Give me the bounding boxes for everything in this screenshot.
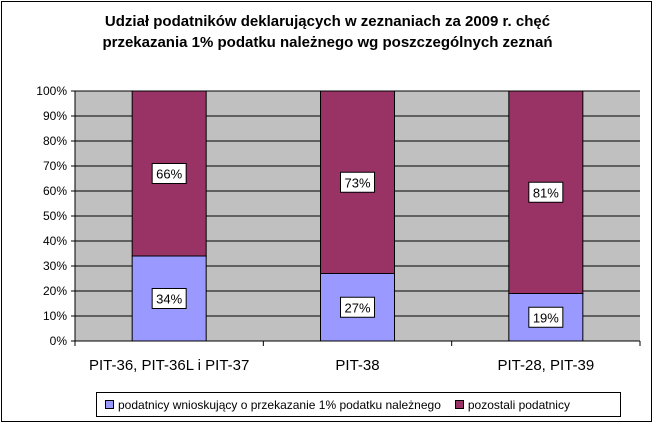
data-label: 19% [533, 310, 559, 325]
data-label: 81% [533, 185, 559, 200]
legend-item-requesting: podatnicy wnioskujący o przekazanie 1% p… [105, 398, 441, 412]
x-category-label: PIT-36, PIT-36L i PIT-37 [89, 357, 249, 374]
y-tick-label: 50% [43, 209, 67, 223]
data-label: 34% [156, 292, 182, 307]
legend-swatch-other [454, 400, 464, 409]
legend-swatch-requesting [105, 400, 114, 409]
data-label-box [340, 296, 375, 318]
data-label: 66% [156, 167, 182, 182]
x-category-label: PIT-28, PIT-39 [497, 357, 594, 374]
data-label-box [528, 306, 564, 328]
chart-legend: podatnicy wnioskujący o przekazanie 1% p… [96, 392, 621, 417]
data-label: 27% [344, 300, 370, 315]
legend-label-other: pozostali podatnicy [467, 397, 570, 412]
data-label-box [151, 163, 187, 184]
y-tick-label: 20% [43, 284, 67, 298]
y-tick-label: 10% [43, 309, 67, 323]
y-tick-label: 40% [43, 234, 67, 248]
y-tick-label: 0% [50, 334, 68, 348]
y-tick-label: 30% [43, 259, 67, 273]
data-label-box [151, 288, 187, 309]
chart-title-line-1: Udział podatników deklarujących w zeznan… [104, 13, 551, 30]
y-tick-label: 90% [43, 109, 67, 123]
y-tick-label: 80% [43, 134, 67, 148]
y-tick-label: 100% [36, 84, 67, 98]
legend-item-other: pozostali podatnicy [454, 397, 570, 412]
data-label-box [340, 171, 375, 193]
y-tick-label: 70% [43, 159, 67, 173]
data-label: 73% [344, 175, 370, 190]
legend-label-requesting: podatnicy wnioskujący o przekazanie 1% p… [118, 397, 441, 412]
data-label-box [528, 181, 564, 203]
y-tick-label: 60% [43, 184, 67, 198]
x-category-label: PIT-38 [335, 357, 379, 374]
chart-title: Udział podatników deklarujących w zeznan… [0, 11, 655, 53]
chart-title-line-2: przekazania 1% podatku należnego wg posz… [102, 34, 553, 51]
